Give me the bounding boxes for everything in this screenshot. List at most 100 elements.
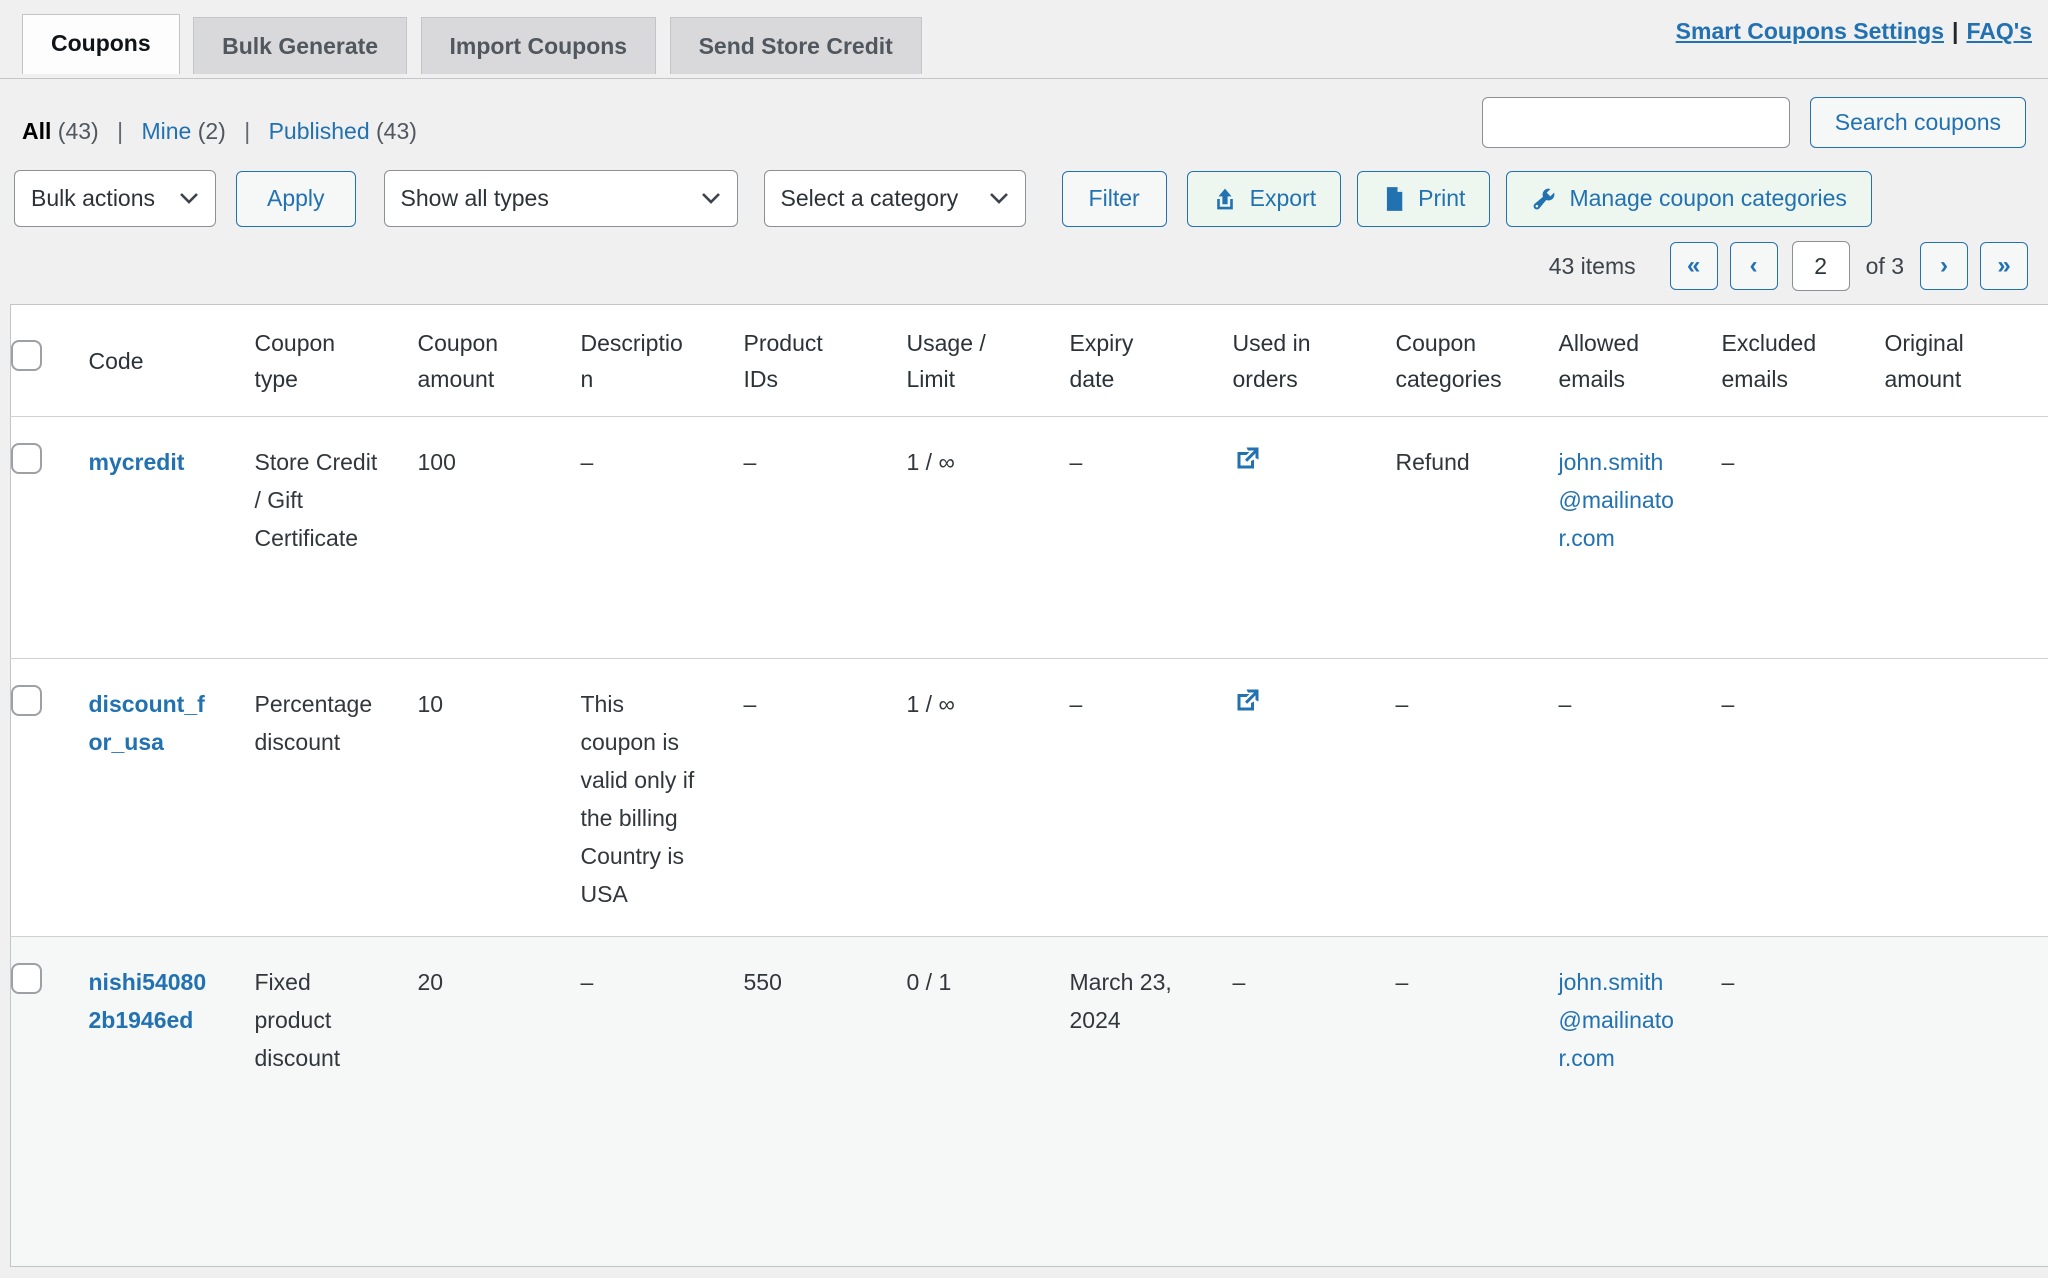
cell-expiry-date: – <box>1069 416 1233 659</box>
manage-coupon-categories-label: Manage coupon categories <box>1569 185 1847 211</box>
print-document-icon <box>1387 186 1403 211</box>
current-page-input[interactable] <box>1791 241 1850 291</box>
cell-expiry-date: – <box>1069 658 1233 937</box>
cell-original-amount <box>1884 416 2048 659</box>
smart-coupons-settings-link[interactable]: Smart Coupons Settings <box>1675 18 1945 44</box>
cell-product-ids: – <box>743 658 907 937</box>
table-row: nishi540802b1946ed Fixed product discoun… <box>10 936 2048 1267</box>
select-all-checkbox[interactable] <box>11 340 42 371</box>
items-count: 43 items <box>1548 252 1636 279</box>
cell-used-in-orders: – <box>1232 936 1396 1267</box>
cell-allowed-emails: – <box>1558 658 1722 937</box>
print-button-label: Print <box>1418 185 1466 211</box>
allowed-email-link[interactable]: john.smith@mailinator.com <box>1558 969 1674 1071</box>
cell-coupon-amount: 100 <box>417 416 581 659</box>
coupon-category-select[interactable]: Select a category <box>763 170 1026 227</box>
view-mine-link[interactable]: Mine <box>141 118 192 144</box>
export-upload-icon <box>1216 188 1233 209</box>
external-link-icon[interactable] <box>1233 443 1263 484</box>
cell-allowed-emails: john.smith@mailinator.com <box>1558 416 1722 659</box>
view-separator: | <box>117 118 124 144</box>
cell-original-amount <box>1884 936 2048 1267</box>
header-links: Smart Coupons Settings | FAQ's <box>1676 18 2032 45</box>
table-header-row: Code Coupon type Coupon amount Descripti… <box>11 305 2048 417</box>
manage-coupon-categories-button[interactable]: Manage coupon categories <box>1506 170 1872 227</box>
view-all-link[interactable]: All <box>22 118 52 144</box>
previous-page-button[interactable]: ‹ <box>1729 242 1778 290</box>
bulk-actions-select[interactable]: Bulk actions <box>14 170 216 227</box>
column-header-expiry-date: Expiry date <box>1069 329 1134 392</box>
list-view-filters: All (43) | Mine (2) | Published (43) <box>22 118 417 145</box>
cell-coupon-categories: – <box>1395 936 1559 1267</box>
column-header-allowed-emails: Allowed emails <box>1558 329 1640 392</box>
search-coupons-button[interactable]: Search coupons <box>1809 97 2026 148</box>
column-header-excluded-emails: Excluded emails <box>1721 329 1817 392</box>
cell-coupon-type: Percentage discount <box>254 658 418 937</box>
coupon-category-selected-value: Select a category <box>780 185 959 211</box>
cell-coupon-categories: Refund <box>1395 416 1559 659</box>
apply-button[interactable]: Apply <box>236 170 356 227</box>
coupon-code-link[interactable]: discount_for_usa <box>88 691 205 755</box>
coupon-type-select[interactable]: Show all types <box>383 170 738 227</box>
view-published-link[interactable]: Published <box>268 118 370 144</box>
cell-product-ids: 550 <box>743 936 907 1267</box>
tab-coupons[interactable]: Coupons <box>22 14 180 74</box>
table-row: mycredit Store Credit / Gift Certificate… <box>10 416 2048 659</box>
column-header-original-amount: Original amount <box>1884 329 1964 392</box>
filter-toolbar: Bulk actions Apply Show all types Select… <box>14 170 1872 227</box>
cell-coupon-amount: 20 <box>417 936 581 1267</box>
column-header-usage-limit: Usage / Limit <box>906 329 986 392</box>
print-button[interactable]: Print <box>1357 170 1491 227</box>
next-page-button[interactable]: › <box>1920 242 1968 290</box>
cell-description: This coupon is valid only if the billing… <box>580 658 744 937</box>
bulk-actions-selected-value: Bulk actions <box>31 185 156 211</box>
cell-code: nishi540802b1946ed <box>88 936 255 1267</box>
cell-excluded-emails: – <box>1721 658 1885 937</box>
cell-expiry-date: March 23, 2024 <box>1069 936 1233 1267</box>
view-published-count: (43) <box>376 118 417 144</box>
view-separator: | <box>244 118 251 144</box>
search-input[interactable] <box>1481 97 1790 148</box>
tab-import-coupons[interactable]: Import Coupons <box>420 17 657 74</box>
cell-description: – <box>580 416 744 659</box>
export-button[interactable]: Export <box>1186 170 1342 227</box>
filter-button[interactable]: Filter <box>1061 170 1167 227</box>
allowed-email-link[interactable]: john.smith@mailinator.com <box>1558 449 1674 551</box>
cell-usage-limit: 1 / ∞ <box>906 416 1070 659</box>
cell-usage-limit: 0 / 1 <box>906 936 1070 1267</box>
search-box: Search coupons <box>1481 97 2026 148</box>
cell-code: discount_for_usa <box>88 658 255 937</box>
pagination: 43 items « ‹ of 3 › » <box>1549 241 2028 291</box>
chevron-down-icon <box>989 192 1009 205</box>
row-checkbox[interactable] <box>11 685 42 716</box>
tab-send-store-credit[interactable]: Send Store Credit <box>669 17 922 74</box>
table-row: discount_for_usa Percentage discount 10 … <box>10 658 2048 937</box>
row-checkbox[interactable] <box>11 443 42 474</box>
column-header-code: Code <box>88 347 144 374</box>
column-header-coupon-categories: Coupon categories <box>1395 329 1502 392</box>
cell-coupon-categories: – <box>1395 658 1559 937</box>
coupon-code-link[interactable]: mycredit <box>88 449 185 475</box>
chevron-down-icon <box>179 192 199 205</box>
external-link-icon[interactable] <box>1233 685 1263 726</box>
column-header-product-ids: Product IDs <box>743 329 823 392</box>
cell-description: – <box>580 936 744 1267</box>
tab-bulk-generate[interactable]: Bulk Generate <box>193 17 408 74</box>
column-header-description: Description <box>580 329 683 392</box>
cell-coupon-type: Fixed product discount <box>254 936 418 1267</box>
total-pages-label: of 3 <box>1865 252 1904 279</box>
cell-coupon-type: Store Credit / Gift Certificate <box>254 416 418 659</box>
row-checkbox[interactable] <box>11 963 42 994</box>
cell-used-in-orders <box>1232 416 1396 659</box>
cell-code: mycredit <box>88 416 255 659</box>
wrench-icon <box>1534 188 1555 209</box>
cell-original-amount <box>1884 658 2048 937</box>
last-page-button[interactable]: » <box>1980 242 2028 290</box>
coupon-code-link[interactable]: nishi540802b1946ed <box>88 969 207 1033</box>
cell-excluded-emails: – <box>1721 416 1885 659</box>
tab-bar: Coupons Bulk Generate Import Coupons Sen… <box>0 0 2048 79</box>
first-page-button[interactable]: « <box>1669 242 1718 290</box>
column-header-coupon-type: Coupon type <box>254 329 336 392</box>
faqs-link[interactable]: FAQ's <box>1966 18 2032 44</box>
